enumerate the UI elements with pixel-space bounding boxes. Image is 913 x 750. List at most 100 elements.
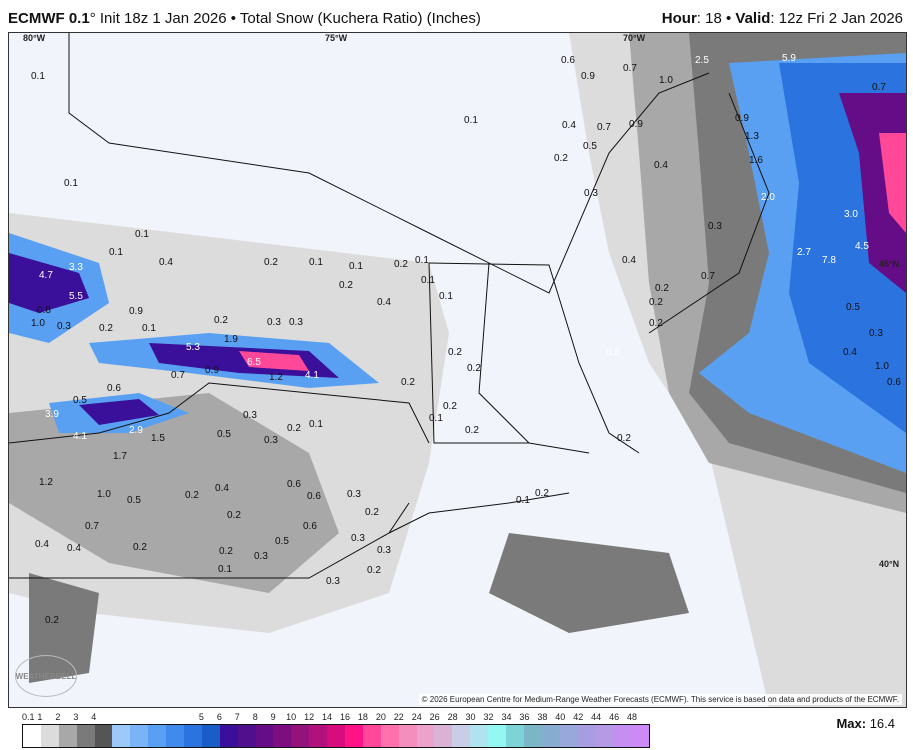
snow-amount-label: 0.5: [275, 536, 289, 547]
snow-amount-label: 0.5: [846, 302, 860, 313]
legend-tick: 2: [55, 712, 61, 722]
snow-amount-label: 0.6: [303, 521, 317, 532]
legend-swatch: [201, 725, 220, 747]
snow-amount-label: 0.8: [37, 305, 51, 316]
snow-amount-label: 0.1: [218, 564, 232, 575]
snow-amount-label: 6.8: [606, 347, 620, 358]
init-info: ° Init 18z 1 Jan 2026 • Total Snow (Kuch…: [89, 10, 481, 27]
legend-tick: 16: [339, 712, 350, 722]
snow-amount-label: 0.2: [99, 323, 113, 334]
snow-amount-label: 0.2: [465, 425, 479, 436]
snow-amount-label: 1.2: [269, 372, 283, 383]
snow-amount-label: 0.2: [655, 283, 669, 294]
snow-amount-label: 0.9: [735, 113, 749, 124]
snow-amount-label: 1.0: [659, 75, 673, 86]
snow-amount-label: 0.2: [365, 507, 379, 518]
legend-tick: 44: [591, 712, 602, 722]
snow-amount-label: 0.1: [109, 247, 123, 258]
snow-amount-label: 1.0: [31, 318, 45, 329]
max-value: Max: 16.4: [836, 716, 895, 731]
legend-swatch: [345, 725, 363, 747]
legend-tick: 3: [73, 712, 79, 722]
snow-amount-label: 0.5: [127, 495, 141, 506]
coord-label: 70°W: [623, 33, 646, 43]
snow-amount-label: 1.7: [113, 451, 127, 462]
legend-swatch: [380, 725, 399, 747]
snow-amount-label: 0.7: [85, 521, 99, 532]
snow-amount-label: 0.4: [622, 255, 636, 266]
snow-amount-label: 0.5: [73, 395, 87, 406]
snow-amount-label: 0.9: [205, 365, 219, 376]
legend-swatch: [148, 725, 167, 747]
legend-swatch: [327, 725, 346, 747]
legend-swatch: [613, 725, 632, 747]
snow-amount-label: 1.2: [39, 477, 53, 488]
hour-value: : 18 •: [696, 10, 736, 27]
coordinate-labels: 80°W 75°W 70°W 45°N 40°N: [23, 33, 899, 569]
snow-amount-label: 0.2: [649, 297, 663, 308]
snow-amount-label: 4.5: [855, 241, 869, 252]
legend-tick: 8: [252, 712, 258, 722]
legend-swatch: [94, 725, 113, 747]
snowfall-map[interactable]: 80°W 75°W 70°W 45°N 40°N 0.1 0.1 0.1 0.1 0.6 0.9 0…: [8, 32, 907, 708]
snow-amount-label: 0.1: [439, 291, 453, 302]
legend-swatch: [309, 725, 328, 747]
snow-amount-label: 0.1: [415, 255, 429, 266]
snow-amount-label: 0.4: [654, 160, 668, 171]
color-legend: 0.1 1 2 3 4 5 6 7 8 9 10 12 14 16 18 20 22 24 26 28 30 32 34 36…: [22, 712, 650, 748]
legend-tick: 38: [537, 712, 548, 722]
snow-amount-label: 0.3: [254, 551, 268, 562]
snow-amount-label: 0.3: [869, 328, 883, 339]
snow-amount-label: 0.2: [339, 280, 353, 291]
legend-tick: 5: [198, 712, 204, 722]
legend-tick: 28: [447, 712, 458, 722]
legend-tick: 40: [555, 712, 566, 722]
legend-tick: 32: [483, 712, 494, 722]
snow-amount-label: 0.2: [535, 488, 549, 499]
weatherbell-logo: WEATHERBELL: [15, 655, 77, 697]
legend-tick: 34: [501, 712, 512, 722]
legend-swatch: [452, 725, 471, 747]
legend-swatch: [237, 725, 256, 747]
snow-amount-label: 0.2: [214, 315, 228, 326]
snow-amount-label: 1.6: [749, 155, 763, 166]
valid-label: Valid: [735, 10, 771, 27]
snow-amount-label: 0.2: [554, 153, 568, 164]
snow-amount-label: 0.2: [448, 347, 462, 358]
snow-amount-label: 3.3: [69, 262, 83, 273]
snow-amount-label: 5.5: [69, 291, 83, 302]
legend-swatch: [506, 725, 524, 747]
snow-amount-label: 0.3: [708, 221, 722, 232]
snow-amount-label: 0.2: [401, 377, 415, 388]
snow-amount-label: 2.5: [695, 55, 709, 66]
snow-amount-label: 1.0: [97, 489, 111, 500]
snow-amount-label: 0.3: [377, 545, 391, 556]
snow-amount-label: 4.7: [39, 270, 53, 281]
snow-amount-label: 0.3: [347, 489, 361, 500]
snow-amount-label: 0.2: [367, 565, 381, 576]
coord-label: 75°W: [325, 33, 348, 43]
snow-amount-label: 0.3: [57, 321, 71, 332]
snow-amount-label: 0.4: [215, 483, 229, 494]
snow-amount-label: 0.3: [267, 317, 281, 328]
legend-tick: 4: [91, 712, 97, 722]
snow-amount-label: 0.1: [349, 261, 363, 272]
map-canvas: 80°W 75°W 70°W 45°N 40°N 0.1 0.1 0.1 0.1 0.6 0.9 0…: [9, 33, 906, 707]
legend-tick: 42: [573, 712, 584, 722]
legend-tick: 26: [429, 712, 440, 722]
snow-amount-label: 0.7: [872, 82, 886, 93]
snow-amount-label: 4.1: [73, 431, 87, 442]
snow-amount-label: 0.7: [171, 370, 185, 381]
snow-amount-label: 0.1: [309, 419, 323, 430]
snow-amount-label: 0.3: [584, 188, 598, 199]
snow-amount-label: 0.1: [64, 178, 78, 189]
snow-amount-labels: 0.10.10.10.10.60.90.71.02.5 5.90.70.4 0.7 0…: [31, 53, 901, 626]
legend-swatch: [130, 725, 149, 747]
legend-tick: 12: [304, 712, 315, 722]
snow-amount-label: 6.5: [247, 357, 261, 368]
snow-amount-label: 0.1: [142, 323, 156, 334]
max-label: Max:: [836, 716, 867, 731]
legend-swatch: [219, 725, 238, 747]
legend-swatch: [40, 725, 59, 747]
legend-tick: 7: [234, 712, 240, 722]
